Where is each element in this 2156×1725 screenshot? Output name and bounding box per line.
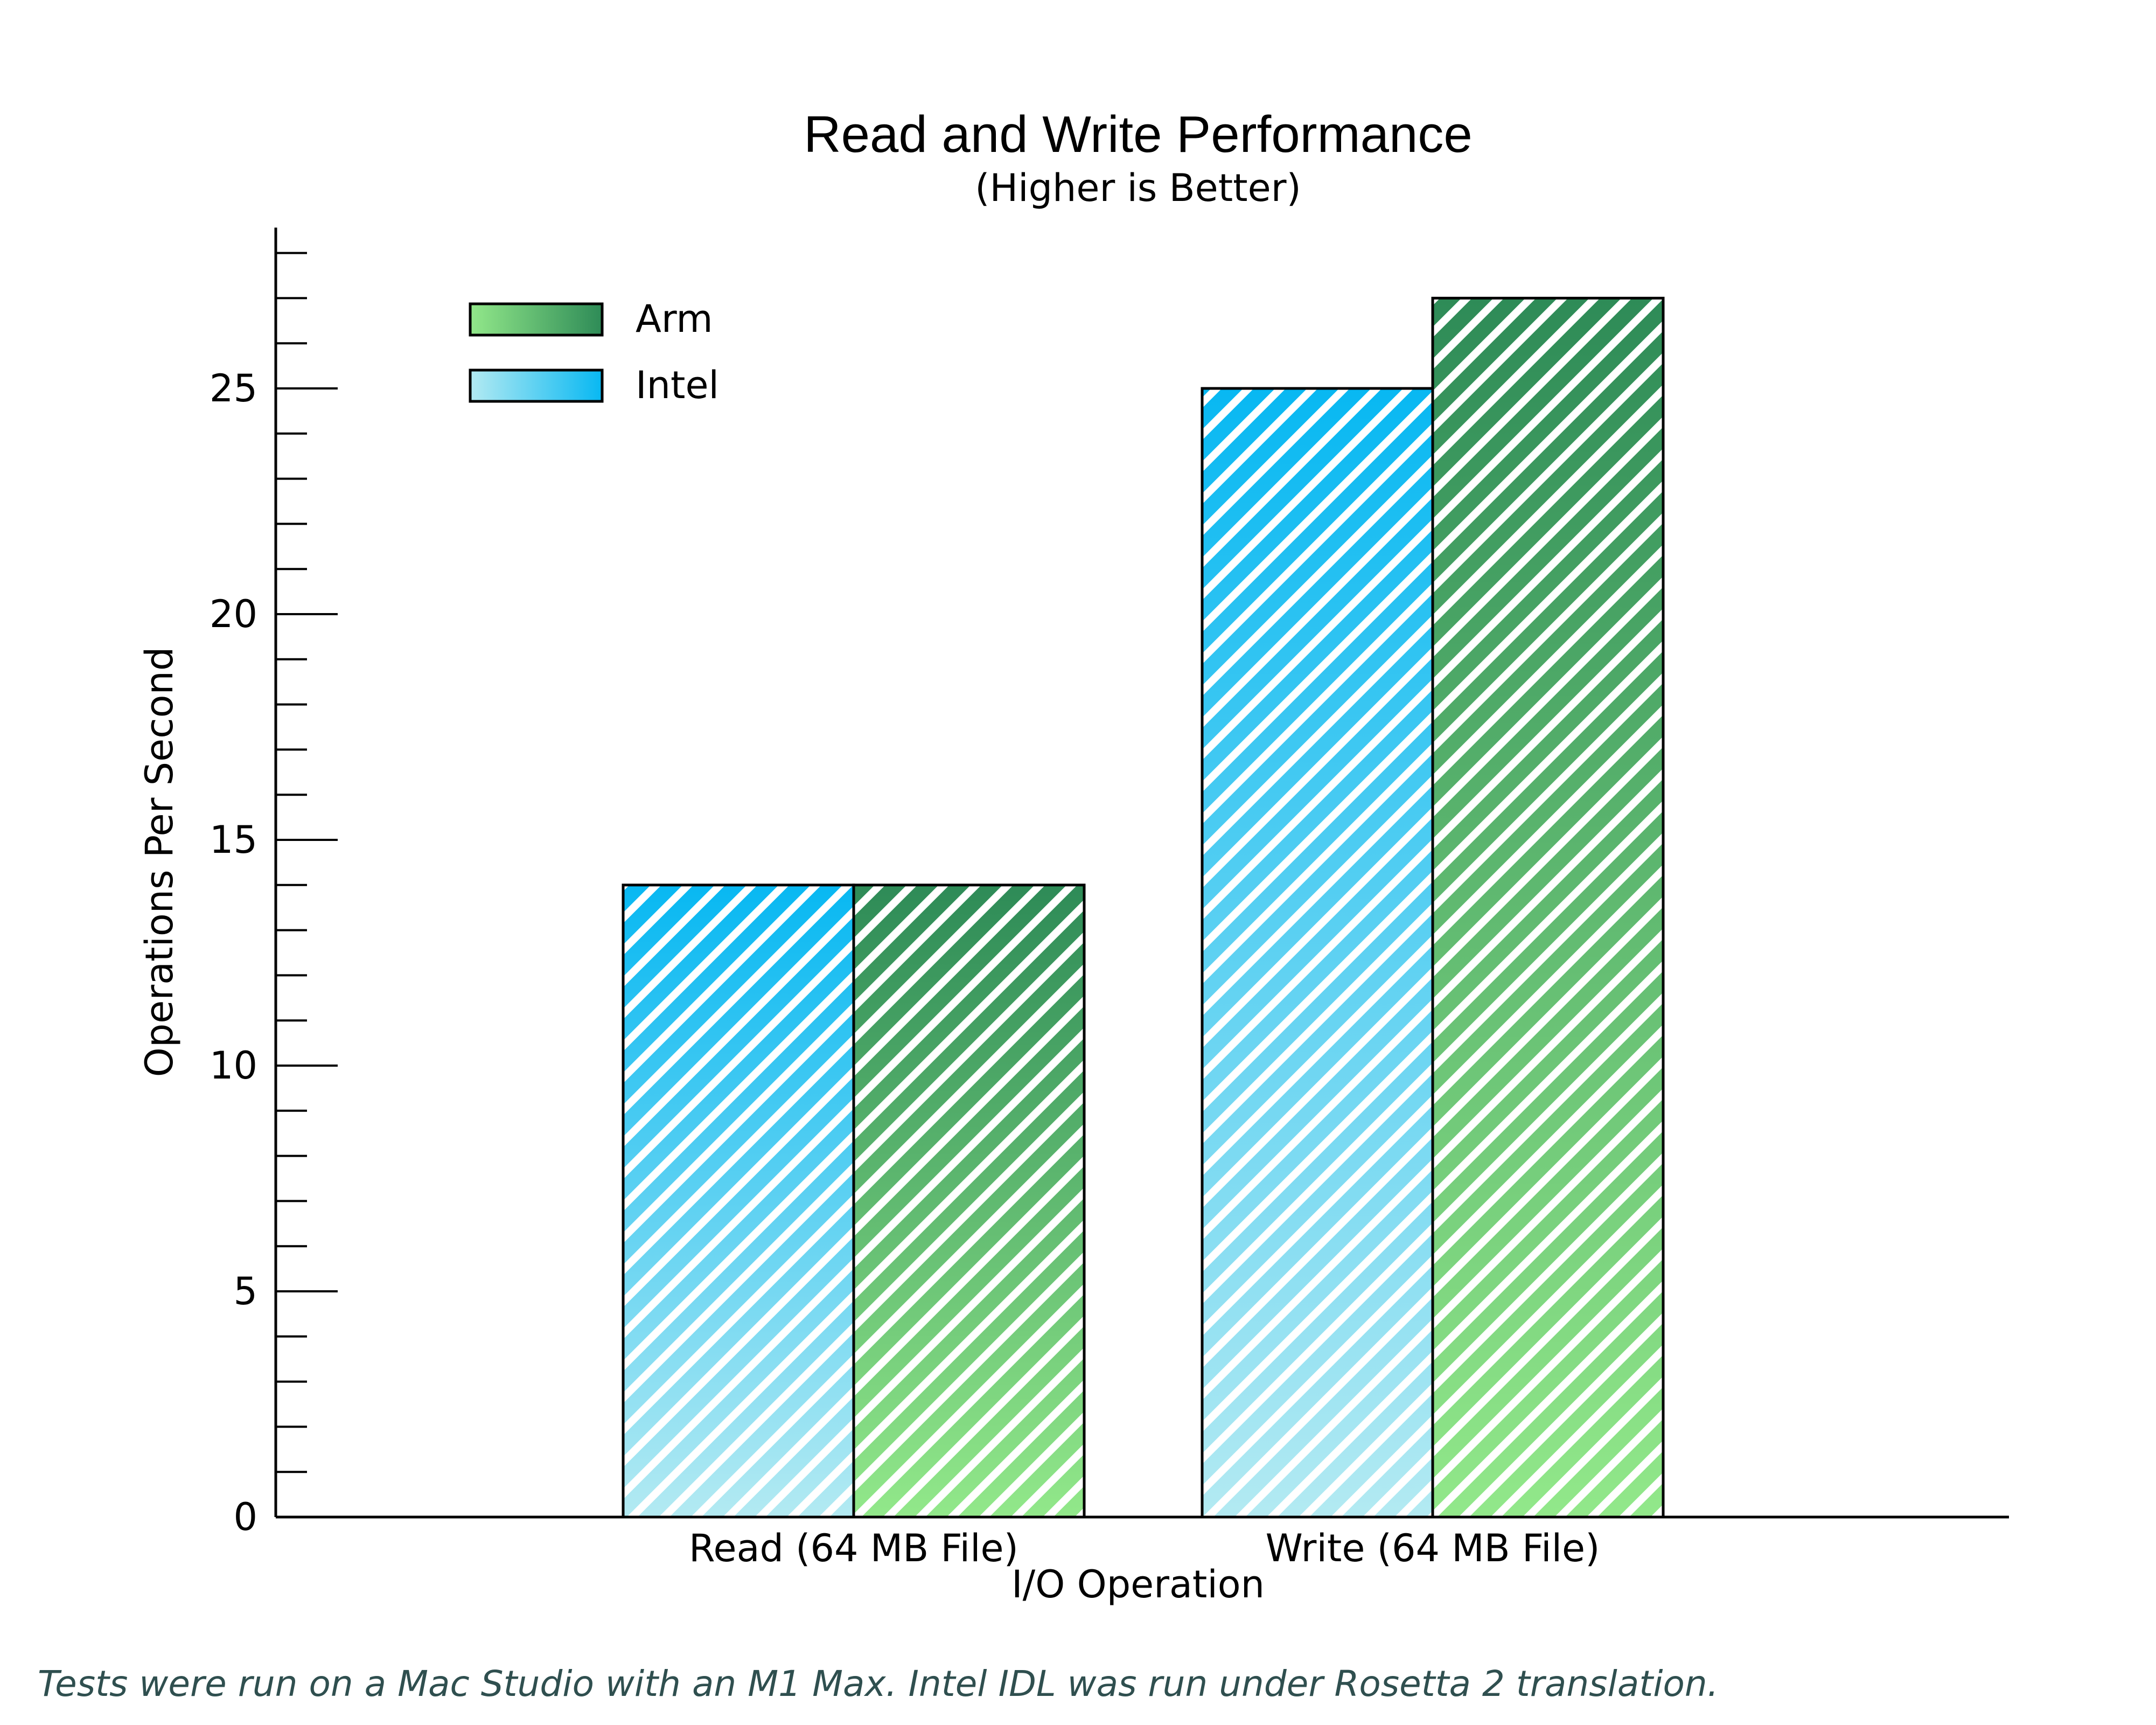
y-tick-label: 0	[233, 1495, 257, 1539]
legend-swatch	[469, 368, 604, 403]
y-tick-label: 25	[210, 366, 257, 411]
chart-subtitle: (Higher is Better)	[975, 166, 1301, 210]
legend-label: Arm	[636, 297, 713, 341]
y-tick-label: 15	[210, 818, 257, 862]
legend-item-intel: Intel	[469, 363, 719, 407]
axes	[274, 227, 2009, 1519]
y-tick-label: 10	[210, 1044, 257, 1088]
y-ticks: 0 5 10 15 20 25	[210, 252, 338, 1539]
bar-arm-write	[1431, 296, 1665, 1519]
x-tick-label: Read (64 MB File)	[689, 1526, 1018, 1570]
legend: Arm Intel	[469, 297, 719, 407]
legend-item-arm: Arm	[469, 297, 713, 341]
x-tick-label: Write (64 MB File)	[1266, 1526, 1600, 1570]
chart-title: Read and Write Performance	[804, 106, 1472, 163]
footnote: Tests were run on a Mac Studio with an M…	[38, 1663, 1719, 1705]
y-tick-label: 20	[210, 592, 257, 636]
legend-swatch	[469, 302, 604, 337]
x-tick-labels: Read (64 MB File) Write (64 MB File)	[689, 1526, 1600, 1570]
bar-arm-read	[852, 884, 1086, 1519]
y-tick-label: 5	[233, 1269, 257, 1313]
legend-label: Intel	[636, 363, 719, 407]
y-axis-label: Operations Per Second	[137, 647, 182, 1077]
bar-intel-read	[622, 884, 855, 1519]
bar-intel-write	[1201, 387, 1434, 1519]
bars-layer	[622, 296, 1665, 1519]
x-axis-label: I/O Operation	[1011, 1562, 1265, 1606]
